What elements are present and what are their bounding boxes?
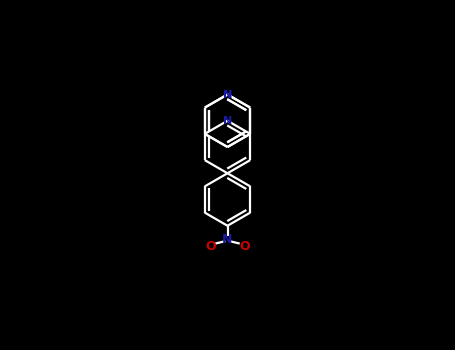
Text: O: O — [239, 239, 250, 253]
Text: N: N — [223, 90, 232, 99]
Text: N: N — [223, 116, 232, 126]
Text: O: O — [205, 239, 216, 253]
Text: N: N — [223, 90, 232, 99]
Text: N: N — [222, 232, 233, 246]
